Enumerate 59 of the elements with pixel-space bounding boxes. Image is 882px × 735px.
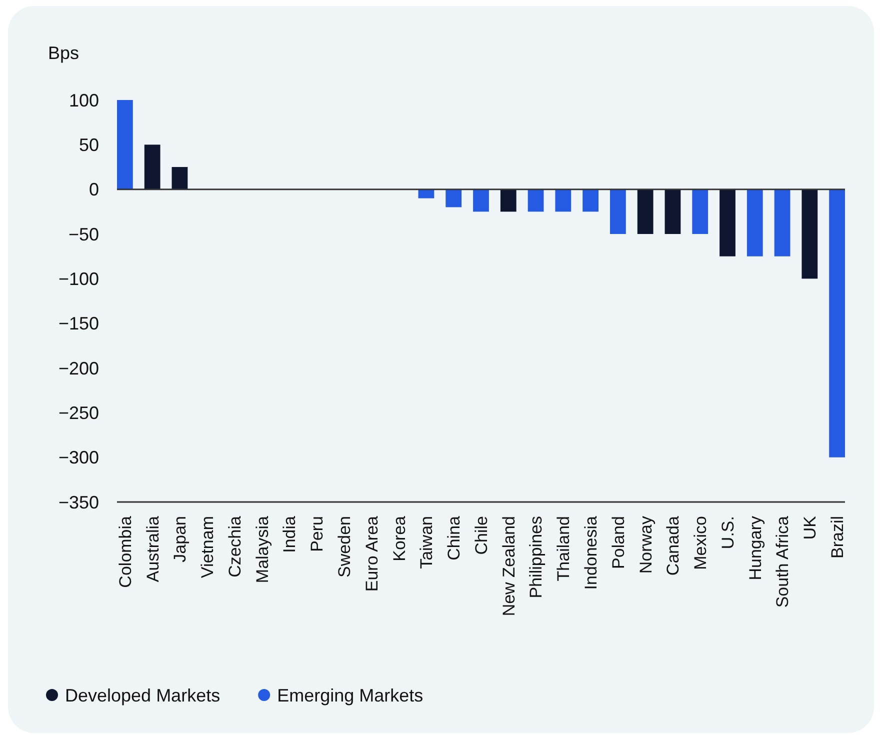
x-tick-label: Vietnam (198, 516, 218, 578)
bar (172, 167, 188, 190)
y-tick-label: −50 (68, 224, 99, 244)
x-tick-label: New Zealand (499, 516, 518, 616)
y-tick-label: −250 (58, 402, 99, 423)
x-tick-label: Brazil (828, 516, 848, 559)
x-tick-label: India (280, 515, 300, 553)
bar (528, 189, 544, 212)
x-tick-label: Norway (636, 516, 656, 574)
x-tick-label: Mexico (691, 516, 710, 570)
y-tick-label: −350 (58, 492, 99, 512)
x-tick-label: Korea (390, 515, 409, 562)
bar (637, 189, 654, 234)
x-tick-label: Sweden (335, 516, 354, 578)
y-tick-label: 50 (78, 134, 99, 155)
x-tick-label: South Africa (773, 515, 792, 608)
bar (582, 189, 598, 212)
x-tick-label: Japan (170, 516, 190, 562)
x-tick-label: Colombia (116, 515, 135, 588)
y-tick-label: −100 (58, 268, 99, 289)
y-tick-label: −200 (58, 358, 99, 378)
bar (664, 189, 681, 234)
bar (746, 189, 763, 256)
bar (555, 189, 572, 212)
x-tick-label: Hungary (746, 516, 765, 580)
x-tick-label: Poland (608, 516, 628, 569)
x-tick-label: UK (800, 515, 820, 540)
bar (418, 189, 434, 198)
bar (610, 189, 626, 234)
x-tick-label: Chile (472, 516, 491, 555)
x-tick-label: Indonesia (582, 515, 601, 590)
x-tick-label: Australia (143, 515, 162, 582)
bar (829, 189, 845, 458)
legend-label: Developed Markets (65, 685, 220, 706)
bar (144, 144, 160, 190)
x-tick-label: Czechia (225, 515, 244, 578)
bar (774, 189, 790, 256)
x-tick-label: Malaysia (252, 515, 272, 584)
bar (446, 189, 462, 208)
x-tick-label: Taiwan (417, 516, 436, 569)
x-tick-label: Peru (308, 516, 327, 552)
y-tick-label: 100 (68, 90, 99, 110)
legend-label: Emerging Markets (277, 685, 424, 706)
x-tick-label: China (444, 515, 464, 560)
y-axis-title: Bps (48, 43, 80, 63)
bar (802, 189, 818, 279)
x-tick-label: Canada (664, 515, 683, 576)
x-tick-label: Euro Area (362, 515, 382, 592)
bar (720, 189, 736, 256)
x-tick-label: U.S. (718, 516, 738, 550)
y-tick-label: −300 (58, 448, 99, 468)
x-tick-label: Philippines (526, 516, 546, 598)
y-tick-label: −150 (58, 314, 99, 334)
bar (500, 189, 516, 212)
bar (692, 189, 708, 234)
bar (117, 100, 133, 190)
bar (473, 189, 489, 212)
x-tick-label: Thailand (554, 516, 574, 582)
y-tick-label: 0 (88, 180, 99, 200)
